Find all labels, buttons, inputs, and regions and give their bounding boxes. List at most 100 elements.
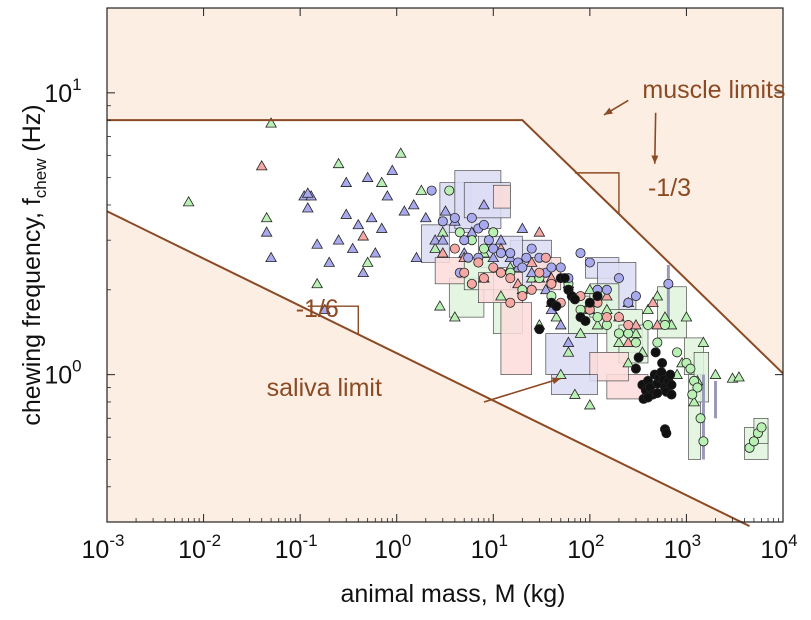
data-point-triangle [407, 198, 420, 210]
y-axis-label-main: chewing frequency, f [18, 198, 46, 425]
x-tick-label: 101 [471, 531, 508, 564]
data-point-triangle [394, 147, 407, 158]
data-point-triangle [495, 290, 507, 301]
data-point-triangle [562, 346, 575, 357]
data-point-circle [657, 357, 668, 368]
data-point-triangle [340, 208, 353, 219]
data-point-circle [473, 257, 484, 268]
data-point-triangle [733, 371, 745, 382]
data-point-triangle [436, 234, 449, 245]
data-point-triangle [583, 399, 596, 410]
data-point-triangle [311, 277, 324, 289]
data-point-circle [517, 262, 528, 273]
x-tick-label: 10-1 [275, 531, 318, 564]
data-point-circle [692, 382, 703, 393]
data-point-circle [756, 422, 767, 433]
range-box [492, 184, 511, 209]
data-point-circle [517, 291, 528, 302]
data-point-circle [478, 219, 489, 230]
data-point-circle [534, 267, 545, 278]
data-point-triangle [429, 242, 442, 253]
x-tick-label-base: 10 [275, 536, 303, 564]
muscle-arrow-down [653, 112, 657, 164]
x-tick-label-exponent: 2 [595, 531, 604, 550]
data-point-triangle [709, 368, 722, 379]
data-point-triangle [533, 226, 546, 237]
muscle-arrow-left-head [603, 107, 613, 115]
data-point-circle [666, 379, 677, 390]
data-point-triangle [260, 211, 273, 223]
data-point-circle [575, 248, 586, 259]
data-point-circle [505, 297, 516, 308]
data-point-triangle [613, 336, 625, 347]
x-tick-label-base: 10 [82, 536, 110, 564]
data-point-circle [449, 243, 460, 254]
data-point-triangle [301, 187, 314, 198]
data-point-triangle [352, 218, 365, 230]
data-point-circle [559, 273, 570, 284]
data-point-circle [642, 392, 653, 403]
range-box [657, 286, 687, 339]
x-tick-label-base: 10 [374, 536, 402, 564]
data-point-circle [459, 267, 470, 278]
x-tick-label: 10-3 [82, 531, 125, 564]
data-point-circle [459, 235, 470, 246]
data-point-triangle [600, 290, 613, 301]
slope-triangle [574, 172, 620, 214]
data-point-circle [505, 273, 516, 284]
data-point-circle [630, 363, 641, 374]
data-point-triangle [318, 303, 331, 315]
y-tick-label: 100 [44, 357, 81, 390]
data-point-triangle [574, 327, 587, 338]
data-point-circle [601, 284, 612, 295]
data-point-triangle [436, 247, 449, 258]
x-tick-label-exponent: -1 [302, 531, 317, 550]
x-tick-label-exponent: 3 [692, 531, 701, 550]
x-tick-label: 100 [374, 531, 411, 564]
data-point-triangle [365, 211, 378, 223]
data-point-circle [483, 235, 494, 246]
data-point-triangle [255, 159, 268, 171]
data-point-circle [546, 262, 557, 273]
data-point-circle [466, 278, 477, 289]
data-point-circle [613, 328, 624, 339]
x-tick-label-base: 10 [178, 536, 206, 564]
x-tick-label: 102 [567, 531, 604, 564]
data-point-triangle [429, 234, 442, 245]
data-point-triangle [554, 319, 567, 330]
data-point-circle [592, 291, 603, 302]
x-tick-label-base: 10 [664, 536, 692, 564]
data-point-triangle [539, 283, 552, 295]
data-point-circle [584, 257, 595, 268]
data-point-circle [466, 212, 477, 223]
data-point-triangle [569, 388, 581, 399]
data-point-circle [633, 352, 644, 363]
data-point-triangle [550, 311, 563, 322]
data-point-circle [698, 436, 709, 447]
data-point-circle [580, 316, 591, 327]
x-tick-label-exponent: 4 [788, 531, 797, 550]
data-point-triangle [301, 202, 314, 213]
saliva-limit-line [106, 210, 750, 528]
muscle-limit-line [107, 119, 784, 375]
data-point-circle [426, 185, 437, 196]
data-point-triangle [487, 251, 500, 263]
data-point-circle [687, 389, 698, 400]
data-point-triangle [478, 198, 490, 210]
data-point-triangle [346, 242, 359, 253]
data-point-triangle [591, 319, 604, 330]
data-point-circle [546, 278, 557, 289]
annotation-muscle-limits: muscle limits [642, 76, 785, 104]
data-point-triangle [525, 266, 538, 278]
data-point-triangle [680, 311, 693, 322]
x-tick-label: 10-2 [178, 531, 221, 564]
data-point-circle [478, 243, 489, 254]
data-point-triangle [630, 319, 642, 330]
data-point-circle [748, 436, 759, 447]
data-point-triangle [562, 336, 575, 347]
data-point-circle [505, 248, 516, 259]
data-point-circle [652, 337, 663, 348]
x-axis-label: animal mass, M (kg) [340, 580, 565, 608]
y-tick-label-exponent: 1 [72, 75, 81, 94]
data-point-circle [526, 243, 537, 254]
